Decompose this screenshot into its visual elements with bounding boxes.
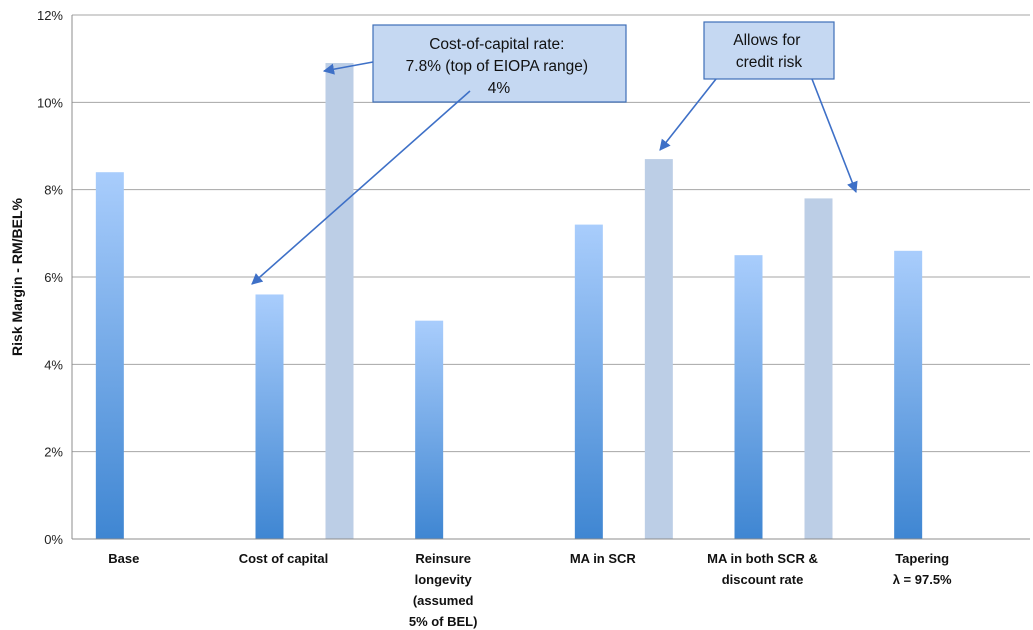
arrow-to-cost-of-capital-alt — [322, 61, 374, 75]
annotation-box — [372, 24, 627, 103]
annotation-text: Allows for credit risk — [733, 32, 805, 71]
bar-primary — [734, 255, 763, 539]
bar-primary — [415, 320, 444, 539]
y-tick-label: 8% — [44, 183, 63, 198]
bar-primary — [894, 250, 923, 540]
y-tick-label: 6% — [44, 270, 63, 285]
y-axis-ticks: 0% 2% 4% 6% 8% 10% 12% — [37, 8, 63, 547]
y-tick-label: 12% — [37, 8, 63, 23]
arrow-to-ma-in-scr — [659, 78, 717, 151]
bar-alternative — [325, 63, 354, 540]
annotation-line: Allows for — [733, 32, 800, 49]
x-tick-label: MA in SCR — [570, 551, 637, 566]
annotation-line: Cost-of-capital rate: — [429, 36, 564, 53]
annotation-line: 7.8% (top of EIOPA range) — [406, 58, 588, 75]
annotation-line: 4% — [488, 80, 511, 97]
annotation-box — [703, 21, 835, 80]
y-tick-label: 4% — [44, 357, 63, 372]
bar-primary — [255, 294, 284, 539]
bars — [95, 63, 923, 540]
x-tick-label: Reinsure longevity (assumed 5% of BEL) — [409, 551, 478, 629]
bar-alternative — [644, 159, 673, 539]
arrow-to-cost-of-capital-4pct — [251, 90, 471, 285]
arrow-to-ma-in-both — [811, 78, 858, 194]
x-tick-label: MA in both SCR & discount rate — [707, 551, 818, 587]
y-tick-label: 2% — [44, 445, 63, 460]
y-tick-label: 0% — [44, 532, 63, 547]
annotation-cost-of-capital: Cost-of-capital rate: 7.8% (top of EIOPA… — [372, 24, 627, 103]
y-tick-label: 10% — [37, 95, 63, 110]
y-axis-label: Risk Margin - RM/BEL% — [9, 197, 25, 355]
axes — [71, 15, 1030, 540]
bar-primary — [574, 224, 603, 539]
x-tick-label: Tapering λ = 97.5% — [893, 551, 952, 587]
annotation-text: Cost-of-capital rate: 7.8% (top of EIOPA… — [406, 36, 593, 97]
annotation-line: credit risk — [736, 54, 803, 71]
x-tick-label: Base — [108, 551, 139, 566]
bar-alternative — [804, 198, 833, 539]
annotation-credit-risk: Allows for credit risk — [703, 21, 835, 80]
x-axis-categories: Base Cost of capital Reinsure longevity (ass… — [108, 551, 952, 629]
bar-primary — [95, 172, 124, 539]
annotation-arrows — [251, 61, 858, 285]
x-tick-label: Cost of capital — [239, 551, 329, 566]
